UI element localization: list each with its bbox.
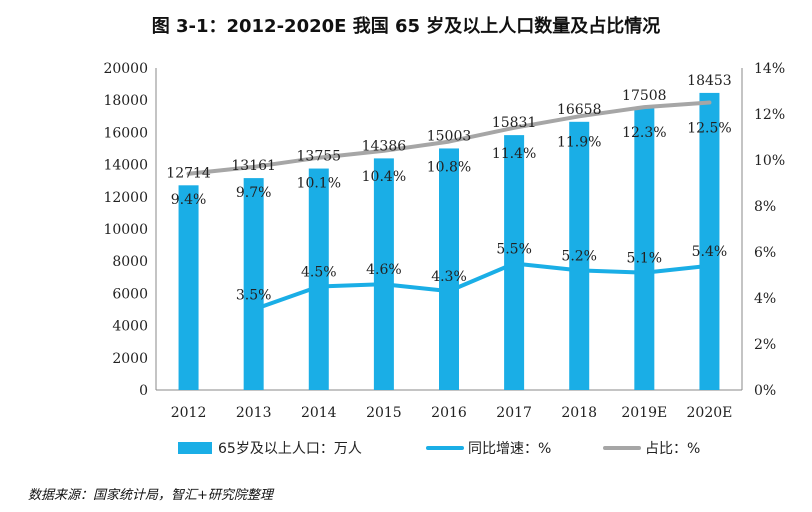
- legend-bars-swatch: [178, 442, 212, 454]
- share-data-label: 11.4%: [492, 146, 536, 162]
- bar-data-label: 13755: [297, 149, 342, 165]
- y-right-tick-label: 14%: [754, 61, 785, 77]
- share-line: [186, 100, 712, 176]
- growth-data-label: 5.1%: [627, 251, 663, 267]
- bar: [308, 168, 329, 390]
- bar-data-label: 13161: [231, 158, 276, 174]
- y-right-tick-label: 10%: [754, 153, 785, 169]
- share-data-label: 12.5%: [687, 121, 731, 137]
- y-right-tick-label: 6%: [754, 245, 776, 261]
- x-tick-label: 2020E: [687, 405, 733, 421]
- x-tick-label: 2018: [561, 405, 597, 421]
- bar-data-label: 16658: [557, 102, 602, 118]
- bar: [243, 178, 264, 390]
- y-left-tick-label: 8000: [112, 254, 148, 270]
- x-tick-label: 2019E: [621, 405, 667, 421]
- chart-title: 图 3-1：2012-2020E 我国 65 岁及以上人口数量及占比情况: [151, 16, 661, 37]
- growth-data-label: 5.4%: [692, 244, 728, 260]
- share-data-label: 10.8%: [427, 160, 471, 176]
- x-tick-label: 2017: [496, 405, 532, 421]
- x-tick-label: 2014: [301, 405, 337, 421]
- data-source-note: 数据来源：国家统计局，智汇+研究院整理: [28, 488, 273, 503]
- y-left-tick-label: 14000: [103, 158, 148, 174]
- x-tick-label: 2015: [366, 405, 402, 421]
- growth-data-label: 3.5%: [236, 288, 272, 304]
- bar-data-label: 15831: [492, 115, 537, 131]
- y-left-tick-label: 20000: [103, 61, 148, 77]
- share-data-label: 12.3%: [622, 125, 666, 141]
- bar: [634, 108, 655, 390]
- y-left-tick-label: 10000: [103, 222, 148, 238]
- x-tick-label: 2013: [236, 405, 272, 421]
- y-right-tick-label: 4%: [754, 291, 776, 307]
- bar: [373, 158, 394, 390]
- y-left-tick-label: 0: [139, 383, 148, 399]
- bar: [439, 148, 459, 390]
- y-right-tick-label: 12%: [754, 107, 785, 123]
- bar-data-label: 18453: [687, 73, 732, 89]
- y-left-tick-label: 18000: [103, 93, 148, 109]
- y-left-tick-label: 12000: [103, 190, 148, 206]
- x-tick-label: 2012: [171, 405, 207, 421]
- bar: [699, 92, 720, 390]
- y-left-tick-label: 16000: [103, 125, 148, 141]
- growth-data-label: 4.6%: [366, 262, 402, 278]
- share-data-label: 11.9%: [557, 134, 601, 150]
- bar-data-label: 17508: [622, 88, 667, 104]
- legend-growth-label: 同比增速：%: [468, 441, 551, 457]
- legend-share-label: 占比：%: [645, 441, 700, 457]
- share-data-label: 9.4%: [171, 192, 207, 208]
- y-left-tick-label: 2000: [112, 351, 148, 367]
- share-data-label: 9.7%: [236, 185, 272, 201]
- growth-rate-line: [251, 261, 712, 312]
- y-left-tick-label: 4000: [112, 319, 148, 335]
- y-right-tick-label: 2%: [754, 337, 776, 353]
- y-right-tick-label: 8%: [754, 199, 776, 215]
- bar: [178, 185, 199, 390]
- bar-data-label: 14386: [362, 138, 407, 154]
- growth-data-label: 5.5%: [496, 242, 532, 258]
- share-data-label: 10.4%: [362, 169, 406, 185]
- y-right-tick-label: 0%: [754, 383, 776, 399]
- bar: [569, 121, 590, 390]
- x-tick-label: 2016: [431, 405, 467, 421]
- bar-data-label: 15003: [427, 128, 472, 144]
- growth-data-label: 4.5%: [301, 265, 337, 281]
- legend-bars-label: 65岁及以上人口：万人: [218, 441, 362, 457]
- growth-data-label: 4.3%: [431, 269, 467, 285]
- y-left-tick-label: 6000: [112, 286, 148, 302]
- growth-data-label: 5.2%: [561, 248, 597, 264]
- bar-data-label: 12714: [166, 165, 211, 181]
- share-data-label: 10.1%: [297, 176, 341, 192]
